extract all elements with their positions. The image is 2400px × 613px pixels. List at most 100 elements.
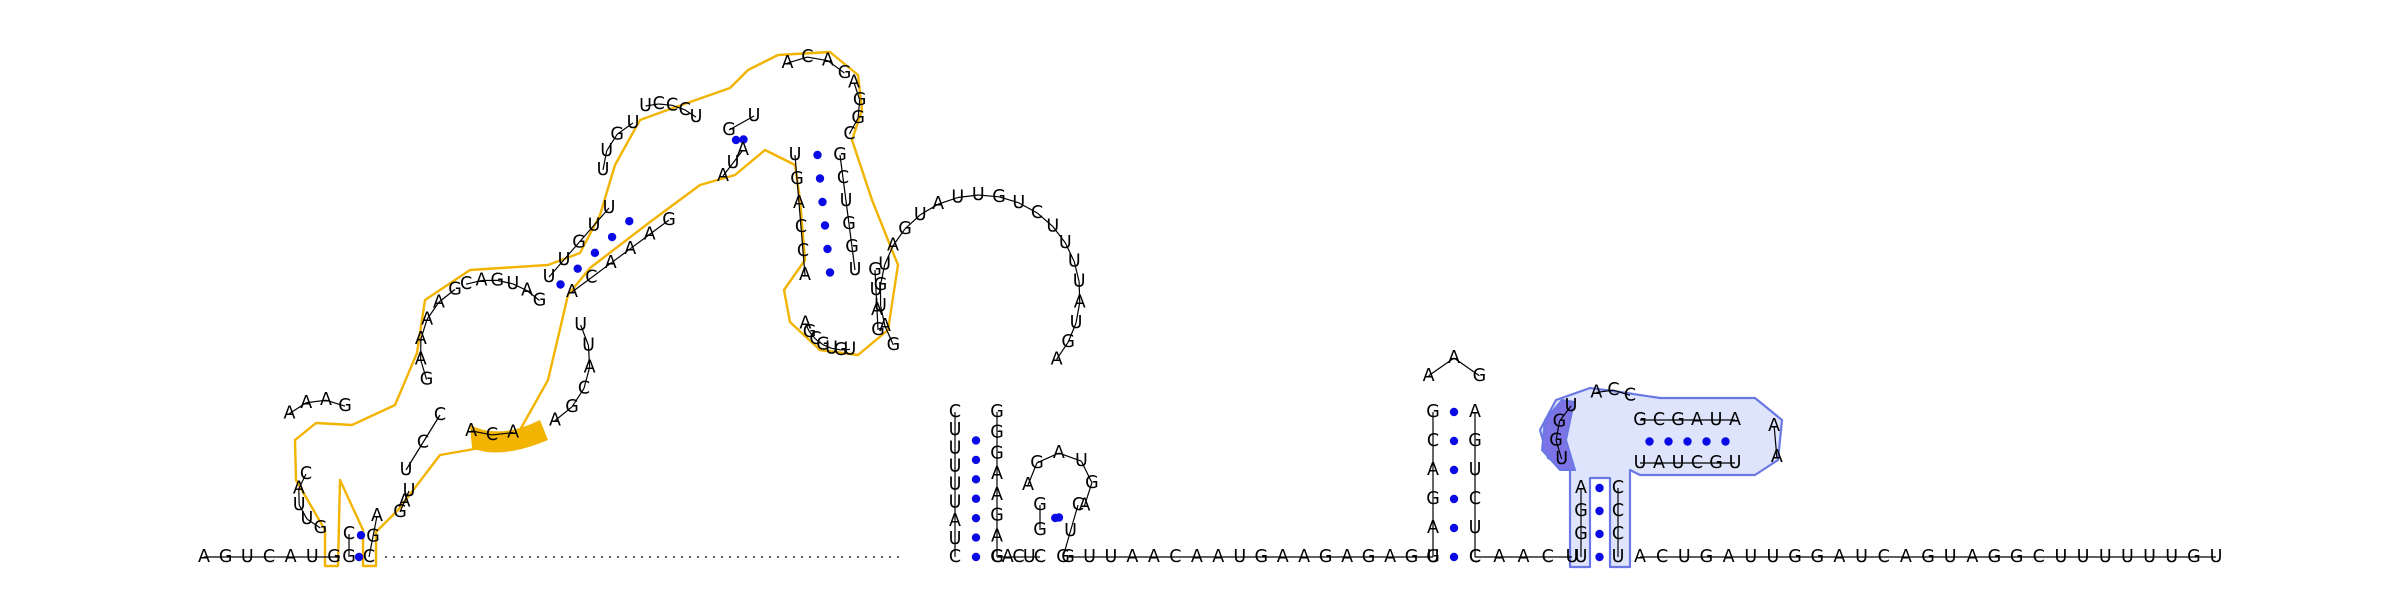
nucleotide-left-domain: U: [574, 315, 587, 335]
nucleotide-left-domain: U: [597, 160, 610, 180]
nucleotide-linear: G: [1988, 547, 2002, 567]
nucleotide-big-hairpin: U: [949, 420, 962, 440]
backbone-segment: [876, 309, 879, 331]
nucleotide-linear: A: [285, 547, 297, 567]
backbone-segment: [289, 402, 307, 414]
backbone-segment: [842, 177, 847, 202]
nucleotide-left-domain: C: [809, 329, 821, 349]
base-pair-dot: [971, 533, 981, 542]
backbone-segment: [610, 248, 631, 264]
nucleotide-left-domain: G: [366, 527, 380, 547]
nucleotide-left-domain: C: [797, 241, 809, 261]
nucleotide-left-domain: A: [644, 224, 656, 244]
nucleotide-linear: U: [1566, 547, 1579, 567]
nucleotide-big-hairpin: G: [990, 402, 1004, 422]
nucleotide-hairpin3: U: [1469, 518, 1482, 538]
nucleotide-blue-domain: C: [1612, 501, 1624, 521]
nucleotide-big-hairpin: U: [1012, 193, 1025, 213]
nucleotide-big-hairpin: U: [949, 529, 962, 549]
base-pair-layer: [354, 135, 1730, 562]
nucleotide-blue-domain: G: [1709, 453, 1723, 473]
nucleotide-left-domain: C: [486, 425, 498, 445]
base-pair-dot: [1449, 494, 1459, 504]
backbone-segment: [874, 269, 877, 291]
nucleotide-linear: G: [1788, 547, 1802, 567]
nucleotide-linear: A: [1900, 547, 1912, 567]
nucleotide-left-domain: A: [371, 506, 383, 526]
backbone-segment: [571, 277, 592, 293]
backbone-segment: [1596, 389, 1614, 394]
backbone-segment: [851, 246, 856, 271]
backbone-segment: [845, 200, 850, 225]
backbone-segment: [526, 290, 540, 301]
nucleotide-left-domain: G: [853, 90, 867, 110]
blue-domain-outline: [1538, 386, 1784, 569]
nucleotide-left-domain: A: [717, 166, 729, 186]
backbone-segment: [1018, 202, 1038, 214]
base-pair-dot: [356, 531, 366, 540]
nucleotide-left-domain: A: [507, 423, 519, 443]
base-pair-dot: [1595, 483, 1604, 493]
nucleotide-small-hairpin: C: [1072, 495, 1084, 515]
backbone-segment: [884, 245, 894, 265]
backbone-segment: [937, 196, 958, 205]
base-pair-dot: [1595, 529, 1604, 539]
nucleotide-left-domain: C: [801, 47, 813, 67]
nucleotide-blue-domain: A: [1729, 410, 1741, 430]
nucleotide-left-domain: U: [600, 141, 613, 161]
backbone-segment: [892, 228, 906, 247]
nucleotide-left-domain: U: [627, 113, 640, 133]
nucleotide-big-hairpin: U: [972, 185, 985, 205]
nucleotide-left-domain: G: [834, 340, 848, 360]
nucleotide-linear: A: [1384, 547, 1396, 567]
backbone-segment: [840, 348, 850, 351]
nucleotide-blue-domain: U: [1634, 453, 1647, 473]
backbone-segment: [306, 399, 327, 404]
nucleotide-left-domain: U: [789, 145, 802, 165]
nucleotide-big-hairpin: U: [951, 188, 964, 208]
nucleotide-linear: U: [2143, 547, 2156, 567]
backbone-segment: [645, 103, 659, 107]
nucleotide-linear: U: [2210, 547, 2223, 567]
backbone-segment: [554, 406, 573, 422]
base-pair-dot: [1051, 513, 1060, 523]
nucleotide-big-hairpin: G: [898, 219, 912, 239]
nucleotide-left-domain: A: [415, 329, 427, 349]
nucleotide-blue-domain: A: [1590, 382, 1602, 402]
nucleotide-linear: U: [1767, 547, 1780, 567]
nucleotide-big-hairpin: U: [949, 493, 962, 513]
nucleotide-small-hairpin: G: [1030, 453, 1044, 473]
nucleotide-linear: C: [1878, 547, 1890, 567]
base-pair-dot: [818, 197, 827, 207]
nucleotide-left-domain: G: [533, 291, 547, 311]
nucleotide-left-domain: C: [585, 268, 597, 288]
backbone-segment: [658, 103, 673, 106]
nucleotide-left-domain: C: [843, 124, 855, 144]
nucleotide-linear: C: [1169, 547, 1181, 567]
backbone-segment: [591, 262, 612, 279]
nucleotide-linear: A: [198, 547, 210, 567]
backbone-segment: [904, 214, 921, 230]
nucleotide-left-domain: U: [558, 250, 571, 270]
nucleotide-left-domain: G: [816, 335, 830, 355]
nucleotide-big-hairpin: U: [1068, 252, 1081, 272]
orange-domain-outline: [293, 50, 900, 568]
nucleotide-blue-domain: U: [1612, 547, 1625, 567]
nucleotide-linear: G: [1254, 547, 1268, 567]
nucleotide-left-domain: U: [690, 107, 703, 127]
nucleotide-hairpin3: C: [1427, 431, 1439, 451]
backbone-segment: [583, 367, 591, 389]
nucleotide-small-hairpin: G: [1033, 520, 1047, 540]
backbone-segment: [919, 203, 939, 216]
nucleotide-left-domain: G: [722, 120, 736, 140]
nucleotide-big-hairpin: U: [1070, 313, 1083, 333]
nucleotide-left-domain: U: [870, 280, 883, 300]
backbone-segment: [879, 264, 886, 286]
nucleotide-big-hairpin: U: [914, 205, 927, 225]
nucleotide-left-domain: A: [871, 300, 883, 320]
backbone-segment: [728, 115, 755, 131]
nucleotide-big-hairpin: A: [887, 236, 899, 256]
backbone-segment: [1078, 281, 1081, 303]
nucleotide-small-hairpin: G: [1085, 473, 1099, 493]
